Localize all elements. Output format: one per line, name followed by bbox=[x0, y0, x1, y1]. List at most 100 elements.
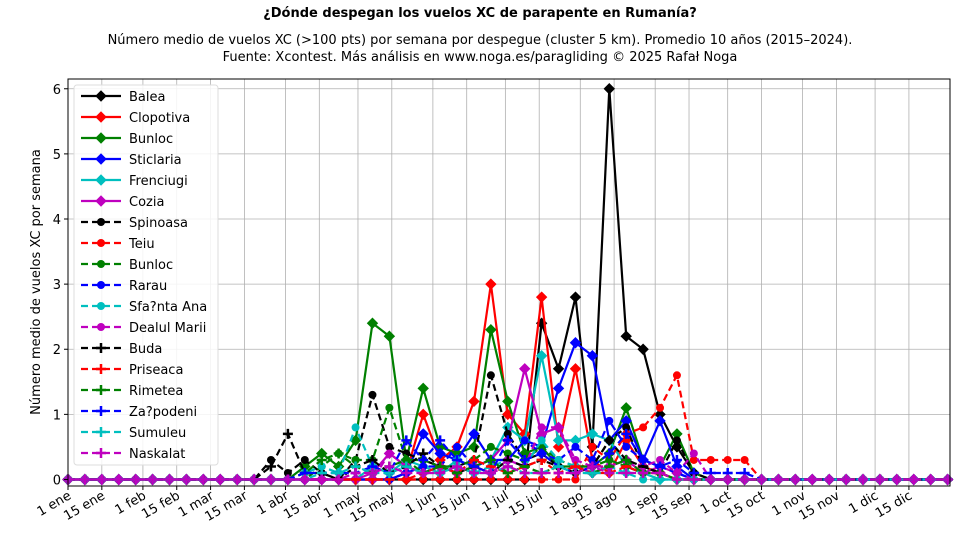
data-point bbox=[535, 291, 548, 303]
legend-label: Buda bbox=[129, 342, 162, 357]
data-point bbox=[537, 423, 546, 432]
data-point bbox=[299, 474, 310, 485]
data-point bbox=[97, 281, 105, 289]
data-point bbox=[316, 454, 327, 465]
legend-entry: Frenciugi bbox=[81, 174, 188, 189]
legend-entry: Rarau bbox=[81, 279, 167, 294]
data-point bbox=[722, 474, 733, 485]
data-point bbox=[552, 434, 565, 447]
data-point bbox=[95, 111, 107, 123]
data-point bbox=[317, 462, 326, 471]
data-point bbox=[925, 474, 936, 485]
data-point bbox=[571, 442, 580, 451]
legend-label: Spinoasa bbox=[129, 216, 188, 231]
y-tick-label: 6 bbox=[53, 83, 61, 98]
data-point bbox=[554, 455, 563, 464]
data-point bbox=[419, 475, 428, 484]
data-point bbox=[519, 454, 530, 465]
series-line bbox=[68, 465, 948, 481]
data-point bbox=[740, 455, 749, 464]
data-point bbox=[97, 323, 105, 331]
x-tick-label: 1 jul bbox=[480, 488, 512, 515]
data-point bbox=[553, 467, 564, 478]
data-point bbox=[554, 423, 563, 432]
data-point bbox=[655, 467, 666, 478]
data-point bbox=[552, 382, 565, 395]
data-point bbox=[807, 474, 818, 485]
data-point bbox=[417, 382, 429, 395]
data-point bbox=[95, 153, 107, 165]
chart-subtitle-line-1: Número medio de vuelos XC (>100 pts) por… bbox=[108, 33, 853, 48]
legend-entry: Sumuleu bbox=[81, 426, 186, 441]
y-tick-label: 3 bbox=[53, 278, 61, 293]
data-point bbox=[571, 455, 580, 464]
legend-entry: Bunloc bbox=[81, 258, 173, 273]
data-point bbox=[97, 239, 105, 247]
data-point bbox=[265, 461, 276, 472]
legend-entry: Za?podeni bbox=[81, 405, 197, 420]
data-point bbox=[537, 436, 546, 445]
data-point bbox=[638, 467, 649, 478]
data-point bbox=[419, 462, 428, 471]
legend: Balea Clopotiva Bunloc Sticlaria Frenciugi Co… bbox=[73, 84, 219, 466]
legend-entry: Rimetea bbox=[81, 384, 183, 399]
data-point bbox=[656, 403, 665, 412]
data-point bbox=[874, 474, 885, 485]
data-point bbox=[316, 474, 327, 485]
y-tick-label: 1 bbox=[53, 408, 61, 423]
legend-entry: Clopotiva bbox=[81, 111, 190, 126]
data-point bbox=[569, 337, 582, 349]
data-point bbox=[536, 467, 547, 478]
data-point bbox=[453, 442, 462, 451]
data-point bbox=[502, 395, 514, 408]
data-point bbox=[638, 454, 649, 465]
data-point bbox=[621, 454, 632, 465]
data-point bbox=[96, 474, 107, 485]
x-tick-label: 15 jul bbox=[506, 488, 545, 519]
data-point bbox=[164, 474, 175, 485]
data-point bbox=[97, 302, 105, 310]
data-point bbox=[570, 467, 581, 478]
data-point bbox=[283, 468, 292, 477]
data-point bbox=[249, 474, 260, 485]
data-point bbox=[418, 467, 429, 478]
data-point bbox=[773, 474, 784, 485]
data-point bbox=[588, 455, 597, 464]
chart-title: ¿Dónde despegan los vuelos XC de parapen… bbox=[263, 6, 697, 21]
data-point bbox=[95, 90, 107, 102]
data-point bbox=[265, 474, 276, 485]
y-tick-label: 0 bbox=[53, 473, 61, 488]
data-point bbox=[705, 474, 716, 485]
legend-label: Naskalat bbox=[129, 447, 185, 462]
legend-label: Cozia bbox=[129, 195, 164, 210]
data-point bbox=[351, 455, 360, 464]
data-point bbox=[130, 474, 141, 485]
data-point bbox=[604, 435, 615, 446]
data-point bbox=[367, 467, 378, 478]
x-tick-label: 15 jun bbox=[430, 488, 473, 521]
legend-entry: Balea bbox=[81, 90, 165, 105]
legend-entry: Priseaca bbox=[81, 363, 183, 378]
data-point bbox=[520, 475, 529, 484]
data-point bbox=[604, 448, 615, 459]
data-point bbox=[503, 429, 512, 438]
data-point bbox=[351, 423, 360, 432]
data-point bbox=[435, 467, 446, 478]
data-point bbox=[79, 474, 90, 485]
data-point bbox=[824, 474, 835, 485]
data-point bbox=[350, 467, 361, 478]
data-point bbox=[486, 442, 495, 451]
legend-entry: Spinoasa bbox=[81, 216, 188, 231]
data-point bbox=[605, 416, 614, 425]
data-point bbox=[300, 455, 309, 464]
legend-entry: Teiu bbox=[81, 237, 155, 252]
data-point bbox=[654, 415, 666, 427]
x-tick-label: 15 dic bbox=[873, 488, 915, 521]
data-point bbox=[689, 449, 698, 458]
data-point bbox=[401, 435, 412, 446]
data-point bbox=[621, 428, 632, 439]
data-point bbox=[96, 448, 106, 458]
data-point bbox=[384, 461, 395, 472]
